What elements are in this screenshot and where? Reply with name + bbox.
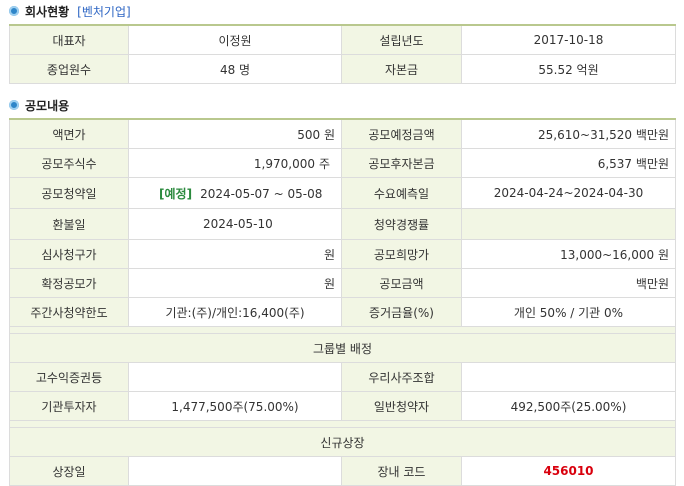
final-amount: 백만원	[461, 268, 676, 298]
table-row: 신규상장	[9, 427, 676, 457]
table-row: 공모주식수 1,970,000 주 공모후자본금 6,537 백만원	[9, 148, 676, 178]
offering-title: 공모내용	[25, 98, 70, 113]
refund-label: 환불일	[9, 208, 129, 240]
shares-label: 공모주식수	[9, 148, 129, 178]
demand-dates: 2024-04-24~2024-04-30	[461, 177, 676, 209]
deposit-value: 개인 50% / 기관 0%	[461, 297, 676, 327]
table-row: 고수익증권등 우리사주조합	[9, 362, 676, 392]
deposit-label: 증거금율(%)	[341, 297, 462, 327]
listing-code: 456010	[461, 456, 676, 486]
ceo-value: 이정원	[128, 24, 342, 55]
capital-label: 자본금	[341, 54, 462, 84]
final-price: 원	[128, 268, 342, 298]
demand-label: 수요예측일	[341, 177, 462, 209]
offering-table: 액면가 500 원 공모예정금액 25,610~31,520 백만원 공모주식수…	[9, 118, 676, 486]
shares-value: 1,970,000	[253, 156, 315, 171]
listing-title: 신규상장	[9, 427, 676, 457]
final-amount-label: 공모금액	[341, 268, 462, 298]
desired-price: 13,000~16,000 원	[461, 239, 676, 269]
final-price-label: 확정공모가	[9, 268, 129, 298]
capital-value: 55.52 억원	[461, 54, 676, 84]
subscription-dates: 2024-05-07 ~ 05-08	[200, 186, 323, 201]
institution-value: 1,477,500주(75.00%)	[128, 391, 342, 421]
section-title-offering: 공모내용	[9, 97, 69, 113]
post-capital: 6,537 백만원	[461, 148, 676, 178]
spacer-row	[9, 420, 676, 428]
bullet-icon	[9, 100, 19, 110]
review-price: 원	[128, 239, 342, 269]
employees-value: 48 명	[128, 54, 342, 84]
company-table: 대표자 이정원 설립년도 2017-10-18 종업원수 48 명 자본금 55…	[9, 24, 676, 84]
table-row: 그룹별 배정	[9, 333, 676, 363]
venture-tag[interactable]: [벤처기업]	[77, 4, 131, 19]
limit-label: 주간사청약한도	[9, 297, 129, 327]
bullet-icon	[9, 6, 19, 16]
competition-label: 청약경쟁률	[341, 208, 462, 240]
listing-code-label: 장내 코드	[341, 456, 462, 486]
subscription-cell: [예정] 2024-05-07 ~ 05-08	[128, 177, 342, 209]
refund-date: 2024-05-10	[128, 208, 342, 240]
table-row: 확정공모가 원 공모금액 백만원	[9, 268, 676, 298]
listing-date-label: 상장일	[9, 456, 129, 486]
shares-unit: 주	[319, 156, 331, 171]
allocation-title: 그룹별 배정	[9, 333, 676, 363]
table-row: 주간사청약한도 기관:(주)/개인:16,400(주) 증거금율(%) 개인 5…	[9, 297, 676, 327]
company-title: 회사현황	[25, 4, 70, 19]
esop-value	[461, 362, 676, 392]
spacer	[9, 420, 676, 428]
review-price-label: 심사청구가	[9, 239, 129, 269]
table-row: 기관투자자 1,477,500주(75.00%) 일반청약자 492,500주(…	[9, 391, 676, 421]
high-yield-label: 고수익증권등	[9, 362, 129, 392]
desired-price-label: 공모희망가	[341, 239, 462, 269]
face-value: 500 원	[128, 118, 342, 149]
retail-label: 일반청약자	[341, 391, 462, 421]
founded-label: 설립년도	[341, 24, 462, 55]
stock-code[interactable]: 456010	[543, 464, 594, 478]
shares-cell: 1,970,000 주	[128, 148, 342, 178]
table-row: 액면가 500 원 공모예정금액 25,610~31,520 백만원	[9, 118, 676, 149]
table-row: 심사청구가 원 공모희망가 13,000~16,000 원	[9, 239, 676, 269]
table-row: 종업원수 48 명 자본금 55.52 억원	[9, 54, 676, 84]
section-title-company: 회사현황 [벤처기업]	[9, 3, 131, 19]
table-row: 공모청약일 [예정] 2024-05-07 ~ 05-08 수요예측일 2024-…	[9, 177, 676, 209]
face-value-label: 액면가	[9, 118, 129, 149]
limit-value: 기관:(주)/개인:16,400(주)	[128, 297, 342, 327]
planned-amount: 25,610~31,520 백만원	[461, 118, 676, 149]
spacer	[9, 326, 676, 334]
founded-value: 2017-10-18	[461, 24, 676, 55]
subscription-label: 공모청약일	[9, 177, 129, 209]
post-capital-label: 공모후자본금	[341, 148, 462, 178]
planned-amount-label: 공모예정금액	[341, 118, 462, 149]
retail-value: 492,500주(25.00%)	[461, 391, 676, 421]
institution-label: 기관투자자	[9, 391, 129, 421]
employees-label: 종업원수	[9, 54, 129, 84]
high-yield-value	[128, 362, 342, 392]
esop-label: 우리사주조합	[341, 362, 462, 392]
ceo-label: 대표자	[9, 24, 129, 55]
competition-value	[461, 208, 676, 240]
subscription-badge: [예정]	[159, 186, 193, 201]
table-row: 대표자 이정원 설립년도 2017-10-18	[9, 24, 676, 55]
table-row: 환불일 2024-05-10 청약경쟁률	[9, 208, 676, 240]
table-row: 상장일 장내 코드 456010	[9, 456, 676, 486]
spacer-row	[9, 326, 676, 334]
listing-date	[128, 456, 342, 486]
